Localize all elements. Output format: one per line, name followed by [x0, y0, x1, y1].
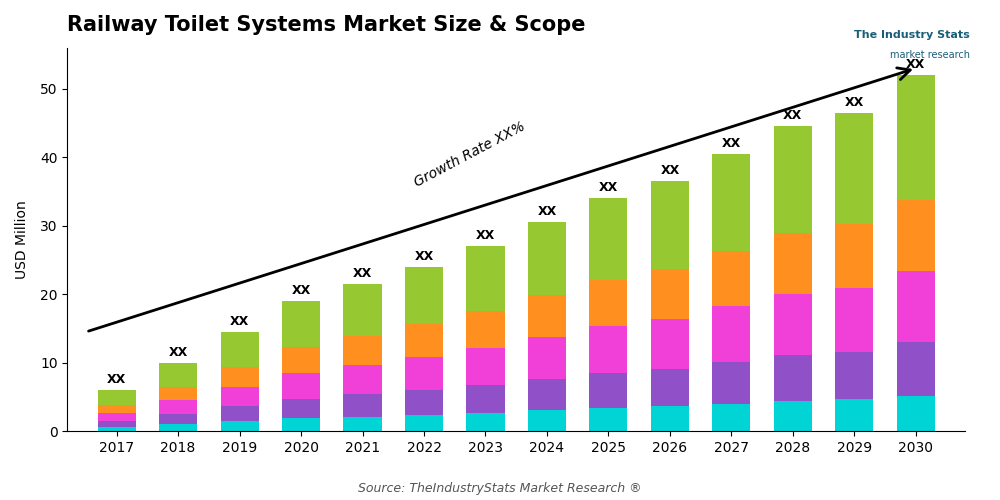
Bar [159, 414, 197, 424]
Bar [651, 269, 689, 319]
Bar [712, 306, 750, 362]
Bar [712, 154, 750, 251]
Bar [466, 413, 505, 432]
Bar [528, 222, 566, 296]
Text: XX: XX [291, 284, 311, 297]
Bar [405, 267, 443, 324]
Text: XX: XX [353, 267, 372, 280]
Bar [343, 336, 382, 365]
Text: Growth Rate XX%: Growth Rate XX% [412, 120, 528, 190]
Bar [221, 386, 259, 406]
Bar [221, 366, 259, 386]
Bar [835, 288, 873, 352]
Bar [405, 415, 443, 432]
Bar [589, 373, 627, 408]
Bar [159, 400, 197, 414]
Text: XX: XX [168, 346, 188, 358]
Bar [589, 280, 627, 326]
Bar [528, 379, 566, 410]
Bar [651, 406, 689, 432]
Bar [835, 112, 873, 224]
Bar [897, 271, 935, 342]
Bar [528, 410, 566, 432]
Text: XX: XX [722, 136, 741, 149]
Text: XX: XX [845, 96, 864, 108]
Bar [159, 363, 197, 387]
Bar [774, 355, 812, 401]
Bar [282, 346, 320, 372]
Text: XX: XX [537, 205, 557, 218]
Text: XX: XX [230, 315, 249, 328]
Bar [897, 75, 935, 200]
Text: Source: TheIndustryStats Market Research ®: Source: TheIndustryStats Market Research… [358, 482, 642, 495]
Bar [651, 181, 689, 269]
Bar [712, 404, 750, 431]
Text: XX: XX [906, 58, 925, 71]
Bar [98, 404, 136, 413]
Bar [405, 324, 443, 358]
Text: XX: XX [783, 110, 802, 122]
Bar [343, 394, 382, 416]
Bar [589, 408, 627, 432]
Bar [405, 390, 443, 415]
Bar [282, 418, 320, 432]
Text: Railway Toilet Systems Market Size & Scope: Railway Toilet Systems Market Size & Sco… [67, 15, 586, 35]
Bar [589, 198, 627, 280]
Bar [221, 422, 259, 432]
Text: XX: XX [599, 182, 618, 194]
Text: XX: XX [476, 229, 495, 242]
Bar [282, 372, 320, 398]
Bar [835, 352, 873, 400]
Bar [221, 332, 259, 366]
Bar [221, 406, 259, 422]
Bar [774, 401, 812, 432]
Bar [343, 365, 382, 394]
Text: The Industry Stats: The Industry Stats [854, 30, 970, 40]
Bar [159, 424, 197, 432]
Bar [835, 224, 873, 288]
Bar [466, 246, 505, 311]
Bar [774, 233, 812, 294]
Bar [774, 126, 812, 233]
Bar [897, 200, 935, 271]
Bar [405, 358, 443, 390]
Bar [897, 396, 935, 432]
Bar [466, 311, 505, 348]
Bar [98, 427, 136, 432]
Text: XX: XX [414, 250, 434, 263]
Text: XX: XX [660, 164, 680, 177]
Bar [466, 385, 505, 413]
Bar [98, 413, 136, 421]
Y-axis label: USD Million: USD Million [15, 200, 29, 279]
Bar [589, 326, 627, 373]
Bar [343, 284, 382, 336]
Bar [98, 421, 136, 427]
Bar [343, 416, 382, 432]
Bar [712, 362, 750, 404]
Bar [98, 390, 136, 404]
Bar [466, 348, 505, 385]
Bar [651, 369, 689, 406]
Bar [651, 319, 689, 369]
Text: XX: XX [107, 373, 126, 386]
Bar [528, 338, 566, 379]
Bar [282, 398, 320, 418]
Bar [712, 251, 750, 306]
Bar [282, 301, 320, 346]
Bar [897, 342, 935, 396]
Bar [835, 400, 873, 432]
Bar [528, 296, 566, 338]
Bar [159, 387, 197, 400]
Bar [774, 294, 812, 355]
Text: market research: market research [890, 50, 970, 60]
